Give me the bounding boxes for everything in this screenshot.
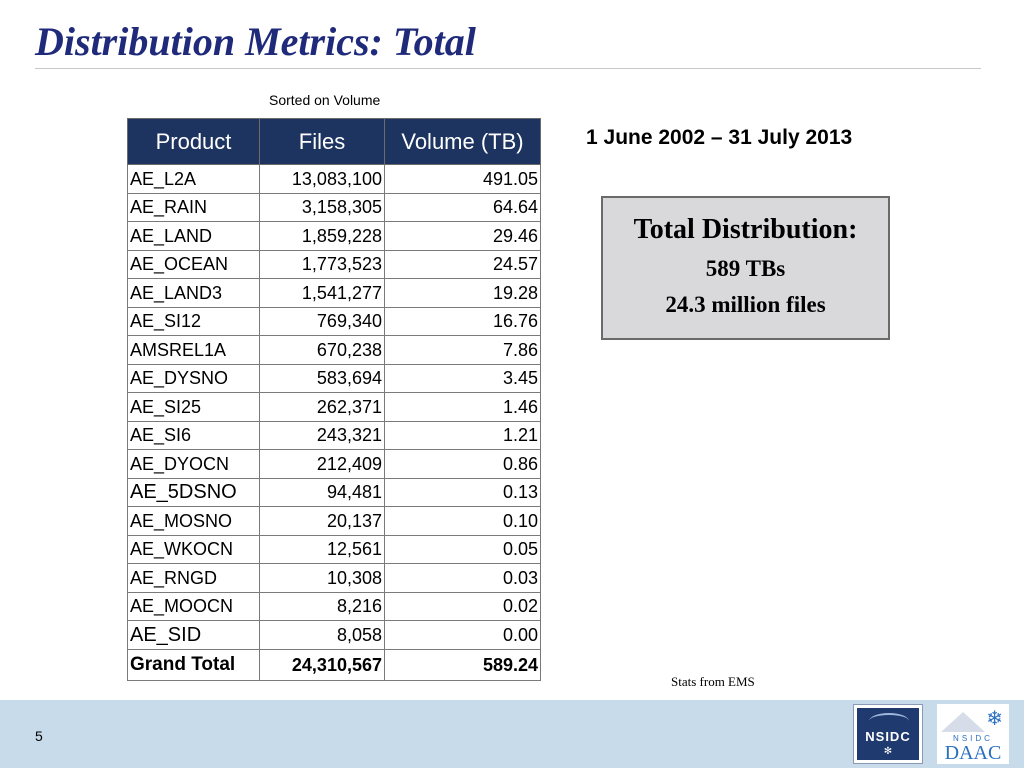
product-cell: AE_DYOCN [127,449,260,479]
table-row: AE_RNGD 10,308 0.03 [127,563,541,593]
product-cell: AMSREL1A [127,335,260,365]
page-number: 5 [35,728,43,744]
files-cell: 583,694 [259,363,385,393]
table-row: AE_LAND3 1,541,277 19.28 [127,278,541,308]
volume-cell: 0.10 [384,506,541,536]
files-cell: 94,481 [259,477,385,507]
files-cell: 8,058 [259,620,385,650]
files-cell: 262,371 [259,392,385,422]
daac-logo-text: DAAC [944,742,1002,764]
summary-files: 24.3 million files [665,292,826,317]
volume-cell: 0.13 [384,477,541,507]
mountain-icon [941,712,985,732]
files-cell: 212,409 [259,449,385,479]
header-volume: Volume (TB) [384,118,541,165]
table-row: AE_SI6 243,321 1.21 [127,420,541,450]
grand-total-label: Grand Total [127,648,260,681]
volume-cell: 64.64 [384,192,541,222]
grand-total-files: 24,310,567 [259,648,385,681]
files-cell: 670,238 [259,335,385,365]
volume-cell: 0.02 [384,591,541,621]
product-cell: AE_SI6 [127,420,260,450]
volume-cell: 29.46 [384,221,541,251]
footer-bar: 5 NSIDC ✻ ❄ NSIDC DAAC [0,700,1024,768]
volume-cell: 0.00 [384,620,541,650]
product-cell: AE_MOOCN [127,591,260,621]
grand-total-volume: 589.24 [384,648,541,681]
files-cell: 8,216 [259,591,385,621]
grand-total-row: Grand Total 24,310,567 589.24 [127,648,541,681]
volume-cell: 7.86 [384,335,541,365]
nsidc-logo-panel: NSIDC ✻ [857,708,919,760]
volume-cell: 19.28 [384,278,541,308]
product-cell: AE_SI25 [127,392,260,422]
date-range: 1 June 2002 – 31 July 2013 [586,126,853,149]
volume-cell: 16.76 [384,306,541,336]
daac-logo-subtext: NSIDC [953,734,993,743]
header-files: Files [259,118,385,165]
table-row: AE_5DSNO 94,481 0.13 [127,477,541,507]
table-body: AE_L2A 13,083,100 491.05 AE_RAIN 3,158,305 64… [127,164,541,681]
table-row: AE_L2A 13,083,100 491.05 [127,164,541,194]
table-row: AE_LAND 1,859,228 29.46 [127,221,541,251]
sort-note: Sorted on Volume [269,92,381,108]
files-cell: 1,541,277 [259,278,385,308]
table-row: AE_SI25 262,371 1.46 [127,392,541,422]
table-row: AMSREL1A 670,238 7.86 [127,335,541,365]
product-cell: AE_LAND [127,221,260,251]
files-cell: 3,158,305 [259,192,385,222]
globe-arc-icon [869,713,909,729]
header-product: Product [127,118,260,165]
nsidc-logo-text: NSIDC [865,729,911,744]
volume-cell: 3.45 [384,363,541,393]
nsidc-logo: NSIDC ✻ [853,704,923,764]
files-cell: 1,859,228 [259,221,385,251]
product-cell: AE_DYSNO [127,363,260,393]
table-row: AE_MOOCN 8,216 0.02 [127,591,541,621]
snowflake-icon: ❄ [986,708,1003,730]
volume-cell: 24.57 [384,249,541,279]
product-cell: AE_L2A [127,164,260,194]
volume-cell: 0.03 [384,563,541,593]
volume-cell: 1.21 [384,420,541,450]
product-cell: AE_5DSNO [127,477,260,507]
daac-logo: ❄ NSIDC DAAC [937,704,1009,764]
product-cell: AE_OCEAN [127,249,260,279]
files-cell: 1,773,523 [259,249,385,279]
source-note: Stats from EMS [671,674,755,689]
volume-cell: 1.46 [384,392,541,422]
table-row: AE_SI12 769,340 16.76 [127,306,541,336]
files-cell: 13,083,100 [259,164,385,194]
product-cell: AE_RNGD [127,563,260,593]
product-cell: AE_RAIN [127,192,260,222]
product-cell: AE_SI12 [127,306,260,336]
distribution-table: Product Files Volume (TB) AE_L2A 13,083,1… [127,118,541,681]
product-cell: AE_MOSNO [127,506,260,536]
files-cell: 20,137 [259,506,385,536]
product-cell: AE_SID [127,620,260,650]
summary-title: Total Distribution: [633,214,858,245]
summary-box: Total Distribution: 589 TBs 24.3 million… [601,196,890,340]
table-row: AE_DYOCN 212,409 0.86 [127,449,541,479]
snowflake-icon: ✻ [883,746,893,757]
table-row: AE_OCEAN 1,773,523 24.57 [127,249,541,279]
table-row: AE_WKOCN 12,561 0.05 [127,534,541,564]
table-header-row: Product Files Volume (TB) [127,118,541,165]
volume-cell: 491.05 [384,164,541,194]
files-cell: 12,561 [259,534,385,564]
volume-cell: 0.86 [384,449,541,479]
product-cell: AE_WKOCN [127,534,260,564]
files-cell: 243,321 [259,420,385,450]
table-row: AE_RAIN 3,158,305 64.64 [127,192,541,222]
table-row: AE_MOSNO 20,137 0.10 [127,506,541,536]
slide-title: Distribution Metrics: Total [35,19,476,64]
files-cell: 10,308 [259,563,385,593]
volume-cell: 0.05 [384,534,541,564]
table-row: AE_SID 8,058 0.00 [127,620,541,650]
product-cell: AE_LAND3 [127,278,260,308]
summary-volume: 589 TBs [705,256,786,281]
files-cell: 769,340 [259,306,385,336]
title-divider [35,68,981,69]
table-row: AE_DYSNO 583,694 3.45 [127,363,541,393]
